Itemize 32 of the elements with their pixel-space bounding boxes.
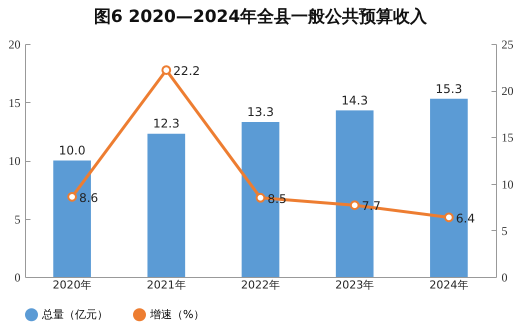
x-tick-label: 2021年 <box>146 278 186 292</box>
x-tick-label: 2024年 <box>429 278 468 292</box>
y2-tick-label: 10 <box>502 177 514 192</box>
y2-tick-label: 20 <box>502 84 514 98</box>
point <box>444 212 454 222</box>
legend-label: 总量（亿元） <box>41 308 108 321</box>
y2-tick-label: 25 <box>502 38 514 52</box>
chart-title: 图6 2020—2024年全县一般公共预算收入 <box>94 7 428 27</box>
data-label: 12.3 <box>152 116 180 131</box>
data-label: 13.3 <box>247 105 274 120</box>
point <box>161 65 172 75</box>
point <box>67 192 77 202</box>
data-label: 22.2 <box>173 64 200 78</box>
point <box>256 192 266 203</box>
data-label: 8.5 <box>268 192 287 206</box>
x-tick-label: 2022年 <box>241 278 280 292</box>
y-tick-label: 10 <box>8 154 20 168</box>
point <box>350 200 360 210</box>
bar <box>147 134 186 277</box>
data-label: 15.3 <box>436 82 462 96</box>
x-tick-label: 2023年 <box>335 278 374 292</box>
y-tick-label: 15 <box>8 96 20 110</box>
data-label: 14.3 <box>341 93 368 108</box>
x-tick-label: 2020年 <box>52 278 92 292</box>
y-tick-label: 0 <box>14 270 20 284</box>
y2-tick-label: 5 <box>502 224 508 238</box>
y2-tick-label: 0 <box>502 270 508 284</box>
data-label: 10.0 <box>58 144 86 158</box>
y-tick-label: 20 <box>8 38 20 52</box>
legend-label: 增速（%） <box>149 308 204 321</box>
y2-tick-label: 15 <box>502 130 514 145</box>
y-tick-label: 5 <box>14 212 20 226</box>
